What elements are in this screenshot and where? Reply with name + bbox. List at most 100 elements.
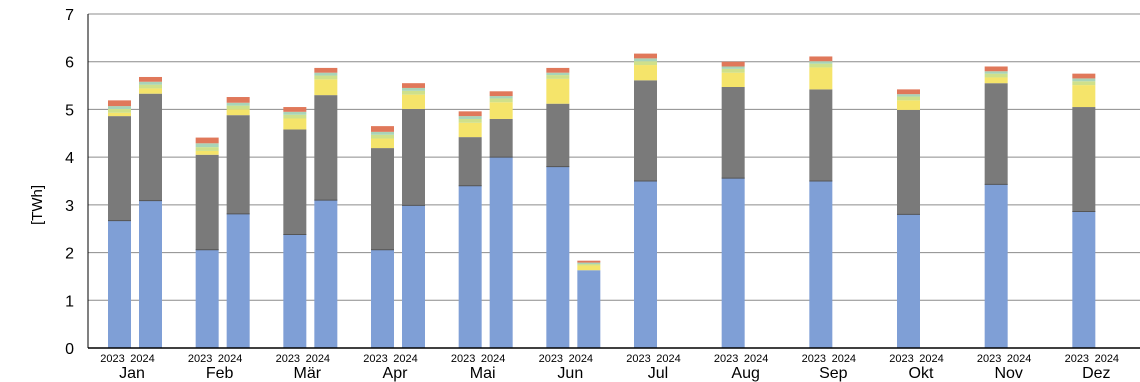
bar-segment: [458, 122, 482, 138]
bar-segment: [984, 83, 1008, 185]
year-label: 2023: [802, 353, 826, 365]
bar-segment: [108, 112, 131, 117]
bar-segment: [195, 249, 219, 348]
bar-segment: [226, 109, 250, 116]
month-label: Jul: [648, 365, 668, 382]
bar-segment: [402, 94, 425, 109]
y-tick-label: 5: [65, 102, 74, 119]
bar-segment: [226, 102, 250, 106]
year-label: 2024: [130, 353, 154, 365]
month-label: Apr: [383, 365, 409, 382]
bar-segment: [489, 96, 513, 99]
bar-segment: [108, 106, 131, 109]
bar-Apr-2023: [371, 126, 394, 348]
month-label: Feb: [206, 365, 234, 382]
bar-segment: [809, 56, 833, 62]
year-label: 2024: [919, 353, 943, 365]
bar-Jan-2023: [108, 100, 131, 348]
bar-segment: [226, 105, 250, 110]
bar-segment: [283, 111, 307, 115]
bar-segment: [139, 84, 162, 89]
bar-segment: [195, 137, 219, 144]
year-label: 2023: [276, 353, 300, 365]
bar-segment: [458, 137, 482, 186]
bar-segment: [809, 61, 833, 64]
year-label: 2024: [656, 353, 680, 365]
bar-segment: [458, 185, 482, 348]
bar-Mär-2023: [283, 107, 307, 348]
month-label: Mai: [470, 365, 496, 382]
bar-segment: [108, 220, 131, 348]
bar-segment: [809, 63, 833, 68]
bar-Sep-2023: [809, 56, 833, 348]
bar-segment: [897, 94, 920, 97]
bar-Feb-2024: [226, 97, 250, 348]
bar-segment: [721, 66, 745, 69]
bar-Dez-2023: [1072, 73, 1096, 348]
bar-segment: [371, 126, 394, 132]
year-label: 2024: [393, 353, 417, 365]
gridlines: [88, 13, 1140, 301]
month-label: Aug: [731, 365, 759, 382]
year-label: 2024: [832, 353, 856, 365]
year-label: 2023: [977, 353, 1001, 365]
bar-Mär-2024: [314, 67, 338, 348]
y-tick-label: 2: [65, 246, 74, 263]
month-label: Dez: [1082, 365, 1110, 382]
y-axis-label: [TWh]: [29, 185, 46, 225]
bar-segment: [402, 205, 425, 348]
bar-segment: [721, 61, 745, 67]
bar-segment: [195, 154, 219, 250]
month-label: Okt: [909, 365, 934, 382]
bar-Jun-2023: [546, 67, 570, 348]
bar-segment: [195, 147, 219, 151]
bar-Mai-2024: [489, 91, 513, 348]
bar-segment: [314, 72, 338, 76]
bar-segment: [489, 98, 513, 103]
bar-segment: [577, 265, 601, 271]
year-label: 2023: [451, 353, 475, 365]
y-tick-label: 3: [65, 198, 74, 215]
bar-segment: [721, 87, 745, 179]
bar-segment: [984, 66, 1008, 72]
year-label: 2023: [100, 353, 124, 365]
bar-Apr-2024: [402, 83, 425, 348]
bar-segment: [139, 81, 162, 85]
bar-segment: [458, 111, 482, 117]
bar-segment: [458, 118, 482, 123]
y-tick-label: 0: [65, 341, 74, 358]
y-tick-label: 7: [65, 7, 74, 24]
bar-segment: [721, 178, 745, 348]
bar-segment: [489, 91, 513, 97]
bar-segment: [1072, 211, 1096, 348]
bar-segment: [226, 213, 250, 348]
bar-segment: [546, 78, 570, 104]
bar-Nov-2023: [984, 66, 1008, 348]
bar-segment: [577, 260, 601, 263]
bar-Jun-2024: [577, 260, 601, 348]
bar-segment: [809, 181, 833, 348]
bar-segment: [139, 200, 162, 348]
year-label: 2023: [539, 353, 563, 365]
bar-segment: [897, 100, 920, 110]
bar-segment: [283, 114, 307, 119]
bar-segment: [1072, 81, 1096, 86]
bar-segment: [371, 134, 394, 139]
bar-segment: [546, 72, 570, 76]
bar-segment: [634, 61, 657, 66]
bar-segment: [226, 97, 250, 103]
bar-segment: [897, 89, 920, 95]
bar-Aug-2023: [721, 61, 745, 348]
bar-segment: [283, 129, 307, 235]
bar-segment: [577, 262, 601, 265]
bar-segment: [984, 73, 1008, 78]
bar-segment: [1072, 78, 1096, 82]
bar-segment: [1072, 107, 1096, 212]
bar-segment: [402, 108, 425, 206]
year-label: 2024: [1095, 353, 1119, 365]
bar-segment: [139, 93, 162, 201]
bar-segment: [371, 138, 394, 149]
y-tick-label: 6: [65, 55, 74, 72]
bar-segment: [546, 103, 570, 167]
